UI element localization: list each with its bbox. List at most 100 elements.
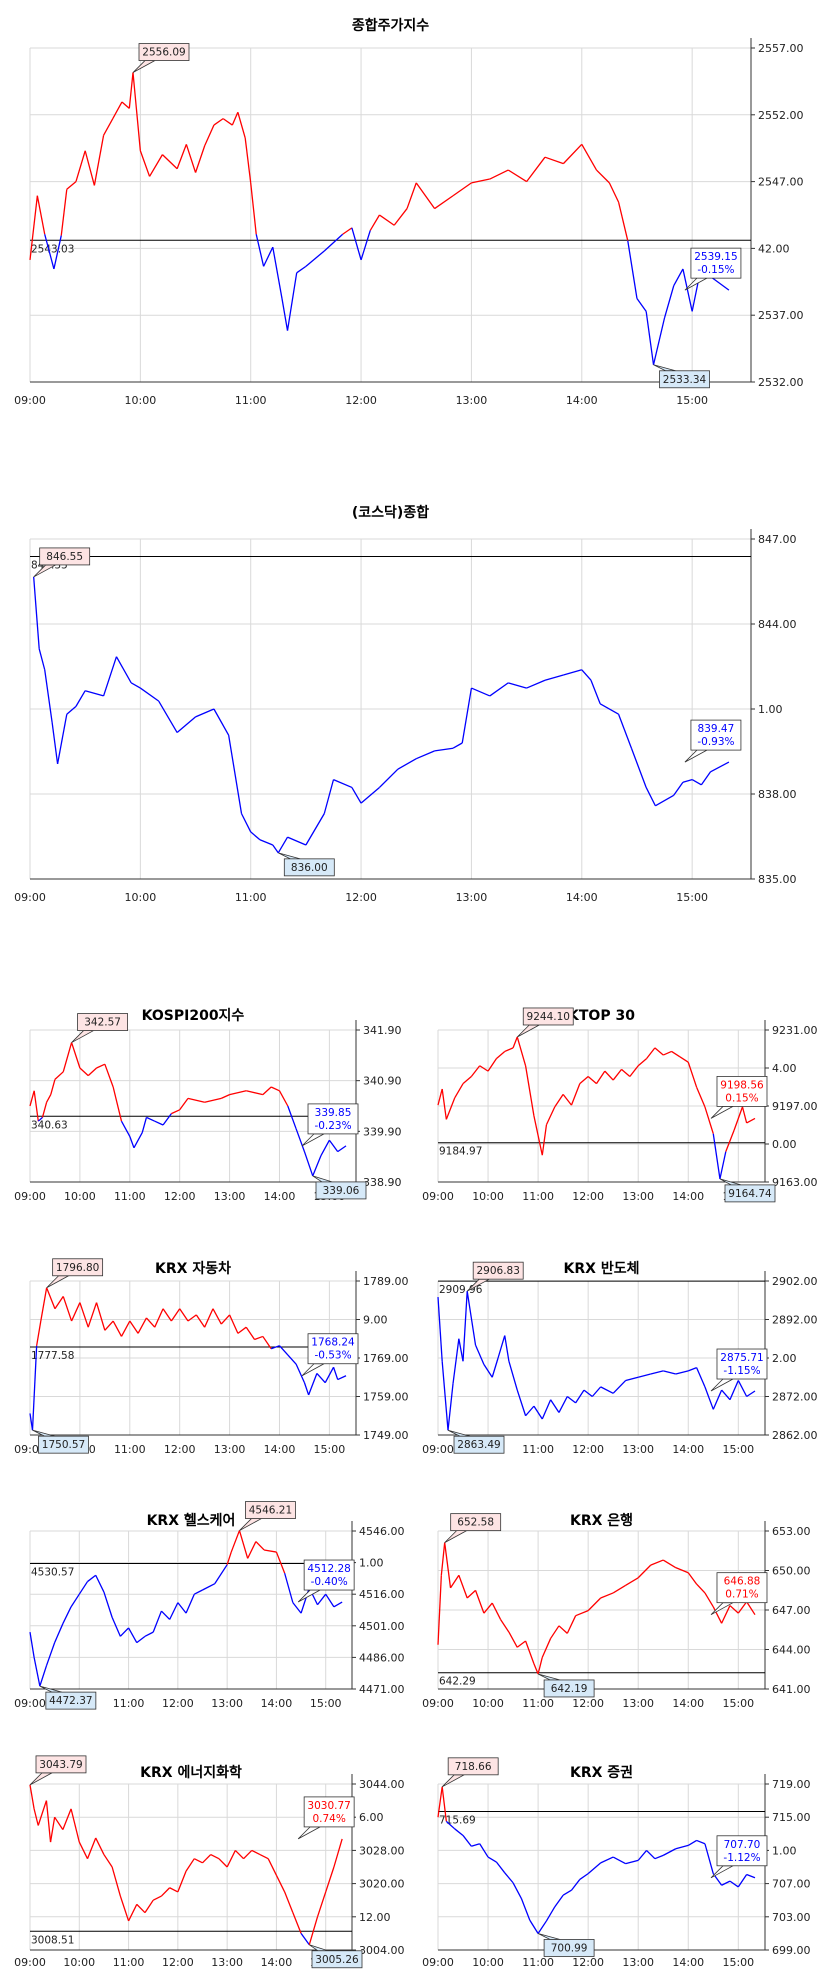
series-segment: [687, 1839, 697, 1846]
y-tick-label: 4486.00: [359, 1651, 405, 1664]
series-segment: [169, 1602, 179, 1620]
y-tick-label: 641.00: [772, 1683, 811, 1696]
series-segment: [637, 1058, 647, 1067]
series-segment: [500, 1619, 510, 1633]
series-segment: [625, 1376, 639, 1382]
krx-securities-chart-panel: KRX 증권 09:00 10:00 11:00 12:00 13:00 14:00 15:0…: [416, 1757, 833, 1970]
last-value-label-pointer: [297, 1826, 321, 1840]
series-segment: [56, 714, 68, 765]
x-tick-label: 14:00: [264, 1443, 296, 1456]
x-tick-label: 12:00: [164, 1190, 196, 1203]
x-tick-label: 13:00: [622, 1697, 654, 1710]
series-segment: [29, 1784, 35, 1810]
series-segment: [733, 1106, 744, 1131]
series-segment: [226, 1551, 232, 1565]
x-tick-label: 11:00: [522, 1443, 554, 1456]
series-segment: [278, 1090, 289, 1107]
series-segment: [474, 1590, 485, 1614]
high-label-box: [77, 1013, 128, 1031]
series-segment: [458, 1338, 464, 1362]
series-segment: [704, 1592, 714, 1608]
series-segment: [397, 758, 417, 770]
y-tick-label: 1.00: [758, 703, 783, 716]
series-segment: [479, 1843, 489, 1858]
series-segment: [447, 1383, 454, 1431]
x-tick-label: 14:00: [566, 394, 598, 407]
x-tick-label: 11:00: [114, 1443, 146, 1456]
y-tick-label: 715.00: [772, 1811, 811, 1824]
series-segment: [516, 1036, 527, 1066]
series-segment: [526, 679, 546, 689]
high-label-text: 9244.10: [527, 1011, 570, 1023]
x-tick-label: 14:00: [672, 1190, 704, 1203]
series-segment: [687, 1061, 698, 1088]
series-segment: [333, 1601, 343, 1608]
series-segment: [96, 1063, 106, 1069]
series-segment: [746, 1601, 756, 1616]
series-segment: [62, 1808, 72, 1830]
series-segment: [406, 182, 417, 209]
series-segment: [746, 1873, 756, 1879]
low-label-text: 1750.57: [42, 1439, 85, 1451]
last-value-label-text: 707.70: [724, 1839, 761, 1851]
series-segment: [470, 1065, 481, 1077]
y-tick-label: 12.00: [359, 1911, 391, 1924]
series-segment: [721, 1389, 731, 1401]
series-segment: [112, 101, 123, 119]
y-tick-label: 9231.00: [772, 1024, 818, 1037]
series-segment: [337, 1145, 347, 1153]
series-segment: [570, 1083, 581, 1106]
series-segment: [185, 144, 197, 173]
series-segment: [160, 1610, 171, 1620]
series-segment: [84, 150, 96, 186]
y-tick-label: 2862.00: [772, 1429, 818, 1442]
series-segment: [516, 1640, 526, 1648]
series-segment: [70, 1593, 80, 1608]
series-segment: [360, 786, 380, 804]
series-segment: [712, 1389, 723, 1410]
series-segment: [587, 1076, 597, 1085]
x-tick-label: 13:00: [456, 394, 488, 407]
series-segment: [554, 1094, 564, 1108]
y-tick-label: 707.00: [772, 1878, 811, 1891]
series-segment: [729, 1880, 739, 1888]
series-segment: [489, 682, 509, 697]
series-segment: [696, 1583, 706, 1594]
x-tick-label: 15:00: [314, 1443, 346, 1456]
series-segment: [193, 1858, 203, 1864]
low-label-text: 339.06: [323, 1185, 360, 1197]
series-segment: [54, 1071, 64, 1080]
series-segment: [719, 1151, 727, 1180]
series-segment: [325, 1593, 335, 1608]
y-tick-label: 2557.00: [758, 42, 804, 55]
series-segment: [161, 154, 178, 170]
chart-svg: KRX 증권 09:00 10:00 11:00 12:00 13:00 14:00 15:0…: [422, 1757, 811, 1969]
series-segment: [337, 1375, 347, 1381]
high-label-box: [138, 43, 190, 61]
chart-title: KRX 반도체: [564, 1260, 640, 1277]
series-segment: [213, 708, 230, 736]
high-label-text: 4546.21: [249, 1505, 292, 1517]
prev-close-label: 715.69: [439, 1814, 476, 1826]
series-segment: [625, 1859, 639, 1865]
low-label-text: 9164.74: [728, 1188, 772, 1200]
series-segment: [479, 1065, 489, 1072]
high-label-text: 2556.09: [142, 47, 185, 59]
series-segment: [508, 1361, 518, 1391]
series-segment: [737, 1601, 748, 1614]
high-label-box: [35, 1755, 87, 1774]
series-segment: [281, 298, 289, 331]
last-value-label-pointer: [297, 1589, 321, 1603]
last-value-label-text: 4512.28: [307, 1563, 350, 1575]
series-segment: [579, 1873, 589, 1880]
series-segment: [333, 779, 353, 789]
series-segment: [204, 1308, 214, 1328]
chart-title: KTOP 30: [568, 1008, 635, 1024]
x-tick-label: 15:00: [310, 1697, 342, 1710]
series-segment: [50, 1079, 56, 1095]
series-segment: [590, 679, 601, 705]
last-value-label-text: 9198.56: [720, 1079, 764, 1091]
last-value-label-box: [303, 1796, 355, 1828]
last-value-label-text: -1.12%: [723, 1852, 760, 1864]
low-label-pointer: [278, 852, 301, 860]
